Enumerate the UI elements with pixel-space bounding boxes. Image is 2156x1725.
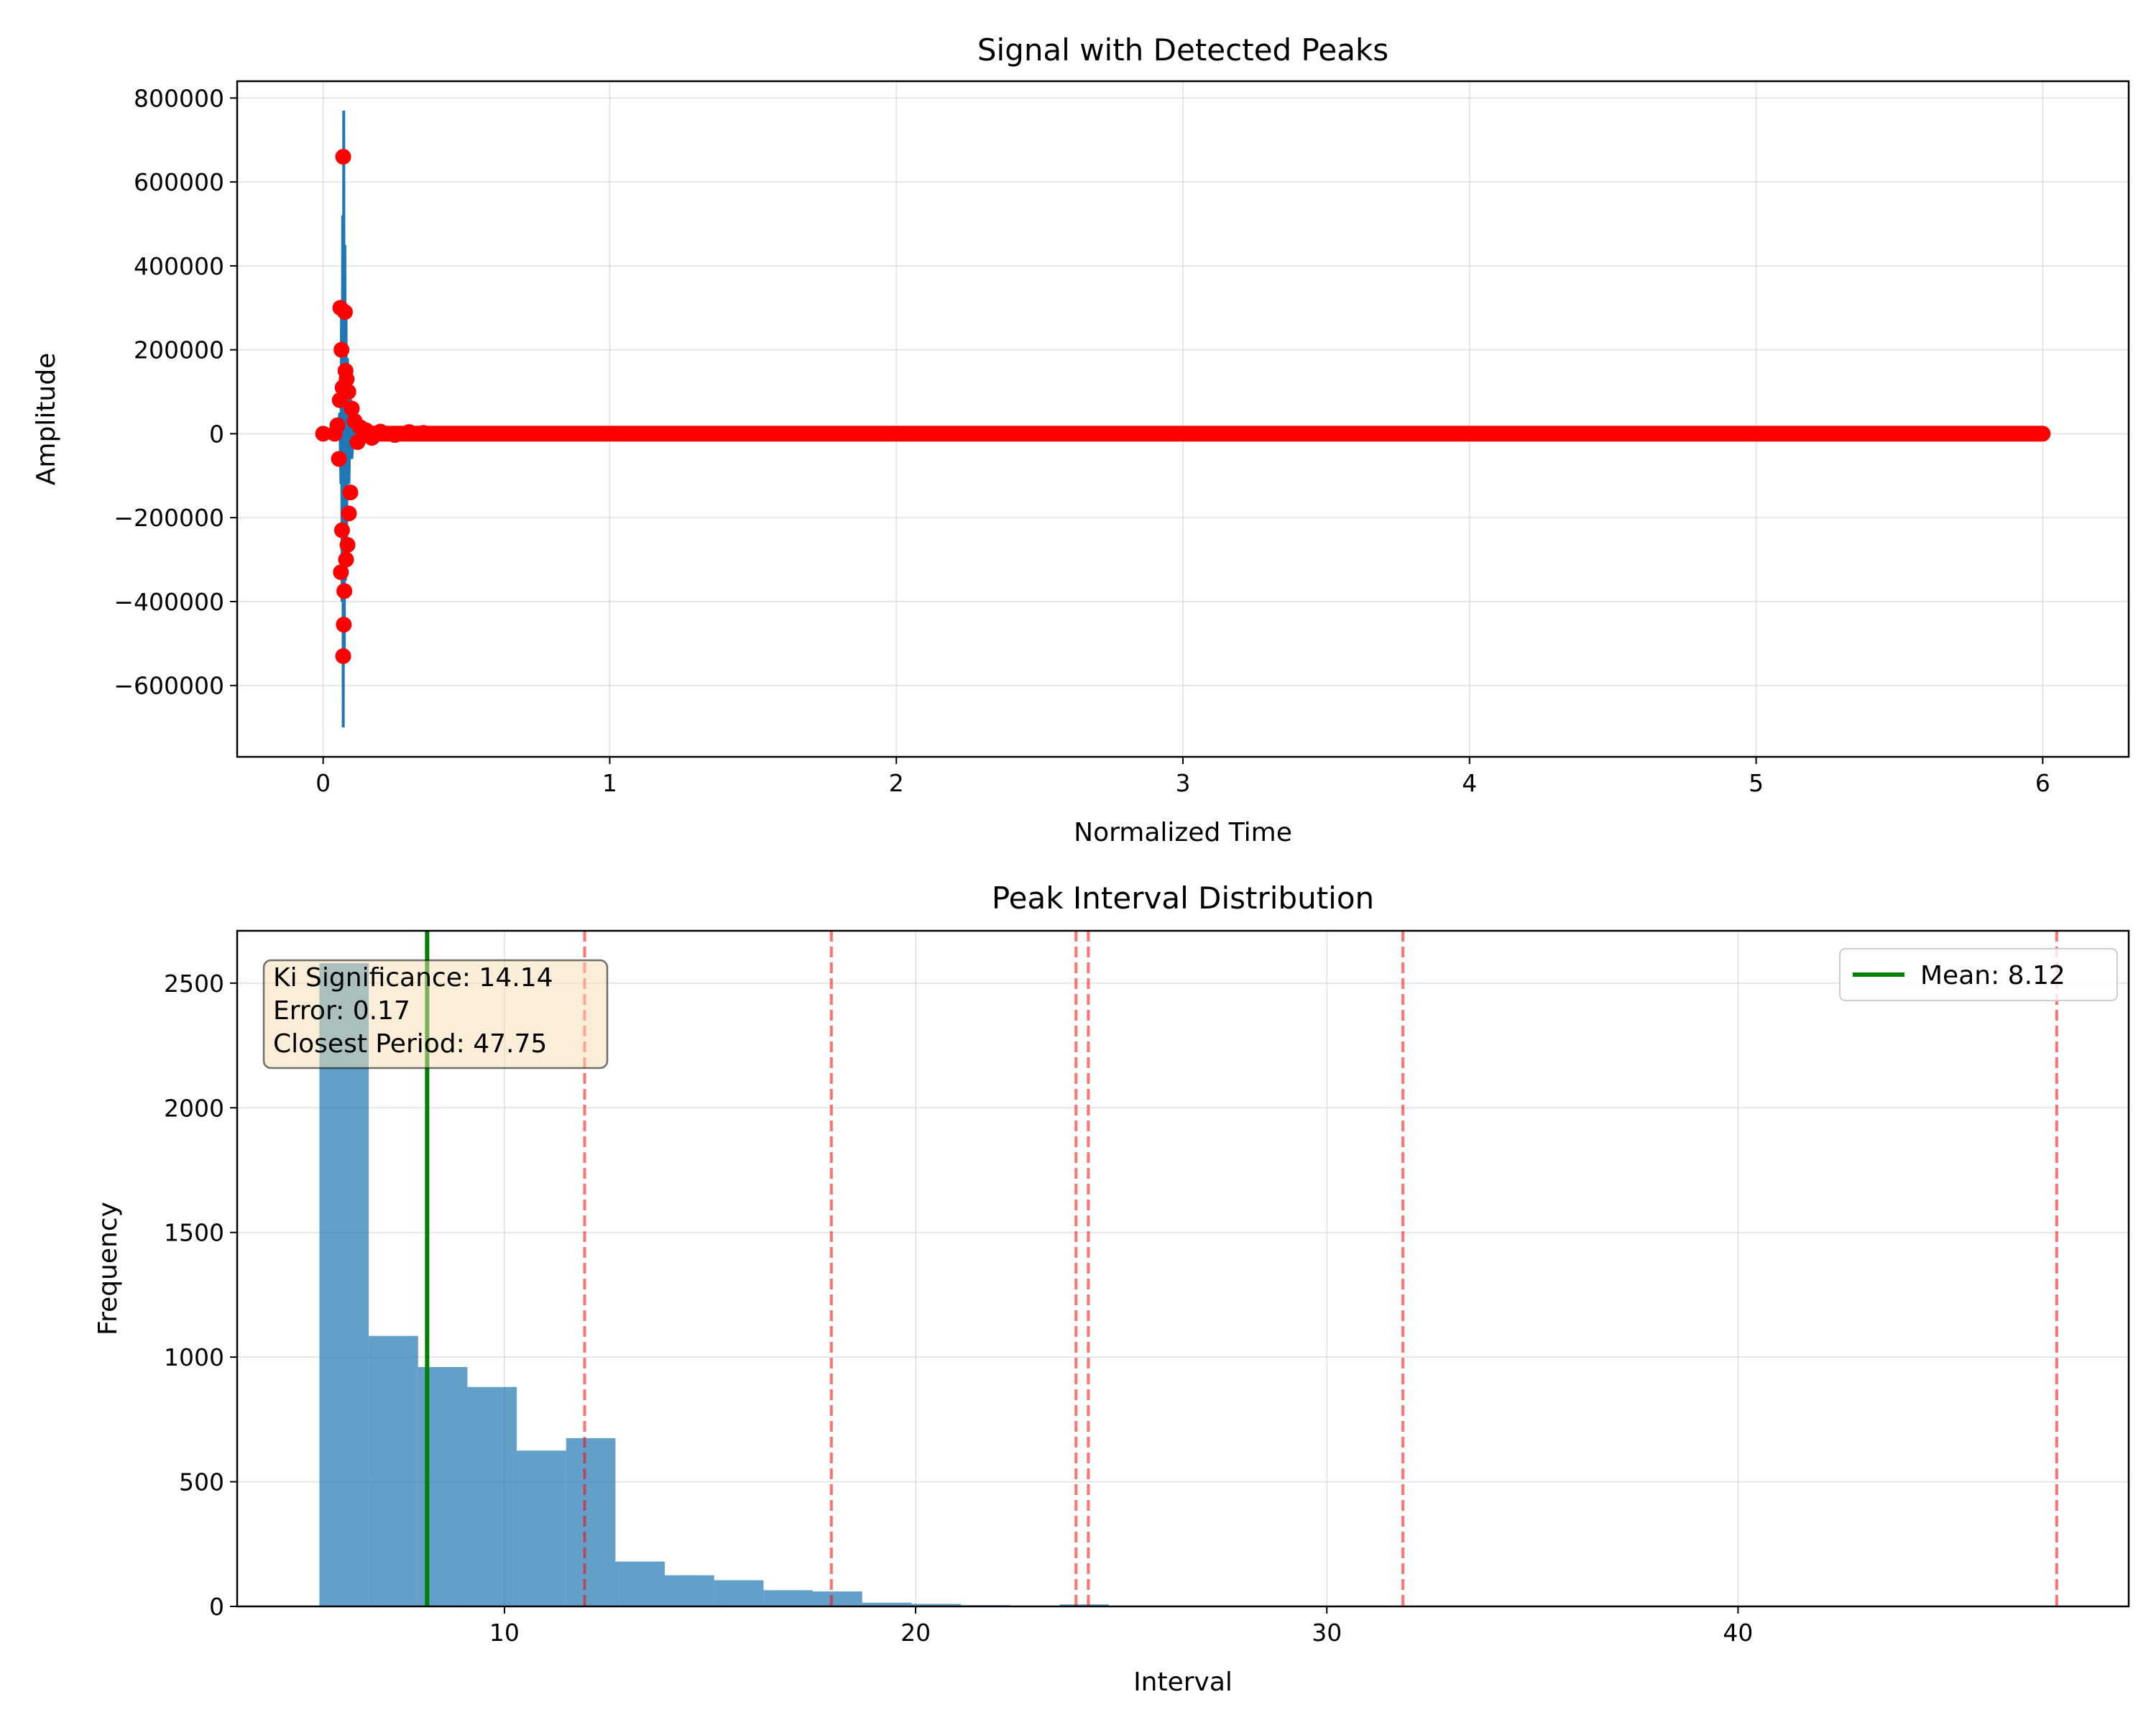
peak-marker [415, 425, 432, 441]
legend-mean-label: Mean: 8.12 [1920, 961, 2065, 990]
signal-chart-y-label: Amplitude [32, 353, 61, 485]
histogram-bar [665, 1575, 714, 1606]
signal-chart-x-tick-label: 6 [2035, 769, 2050, 797]
signal-chart-y-tick-label: 0 [209, 420, 224, 448]
signal-chart-y-tick-label: 600000 [134, 168, 224, 196]
peak-marker [387, 427, 403, 443]
histogram-bar [517, 1450, 566, 1606]
interval-chart-y-tick-label: 500 [179, 1468, 224, 1496]
peak-marker [342, 484, 359, 501]
signal-chart-plot-area [315, 110, 2051, 728]
signal-chart-x-tick-label: 3 [1176, 769, 1191, 797]
interval-chart-x-tick-label: 10 [489, 1619, 520, 1647]
signal-chart-x-tick-label: 4 [1462, 769, 1477, 797]
peak-marker [349, 434, 366, 451]
interval-chart: Peak Interval Distribution 10 20 30 40 0 500… [93, 880, 2130, 1697]
peak-marker [333, 522, 350, 538]
signal-chart-x-label: Normalized Time [1074, 818, 1292, 847]
peak-marker [338, 551, 354, 568]
stats-box-background [262, 959, 609, 1070]
interval-chart-x-label: Interval [1133, 1668, 1233, 1697]
legend-frame [1839, 948, 2118, 1001]
interval-chart-x-tick-label: 30 [1312, 1619, 1342, 1647]
peak-marker [336, 304, 353, 321]
peak-marker [336, 617, 352, 633]
peak-marker [331, 451, 347, 467]
interval-chart-y-tick-label: 1500 [164, 1219, 224, 1247]
histogram-bar [911, 1604, 962, 1606]
signal-chart-y-tick-label: 400000 [134, 252, 224, 280]
histogram-bar [813, 1591, 862, 1606]
peak-marker [372, 423, 389, 440]
interval-chart-frame [236, 929, 2130, 1608]
interval-chart-x-ticks: 10 20 30 40 [489, 1606, 1753, 1647]
peak-marker [335, 648, 351, 664]
peak-marker [333, 341, 350, 358]
signal-chart-title: Signal with Detected Peaks [977, 32, 1388, 68]
histogram-bar [615, 1561, 665, 1606]
peak-marker [335, 149, 351, 165]
signal-chart-y-tick-label: 800000 [134, 84, 224, 112]
signal-chart-y-tick-label: 200000 [134, 336, 224, 364]
signal-chart-x-tick-label: 2 [889, 769, 904, 797]
signal-chart-y-tick-label: −200000 [114, 504, 224, 532]
peak-marker [340, 384, 356, 400]
signal-chart-y-tick-label: −600000 [114, 672, 224, 700]
interval-chart-y-tick-label: 1000 [164, 1343, 224, 1371]
interval-chart-y-label: Frequency [93, 1202, 123, 1335]
peak-marker [315, 426, 331, 442]
legend: Mean: 8.12 [1839, 948, 2118, 1001]
peak-marker [344, 400, 360, 417]
signal-chart-x-tick-label: 1 [602, 769, 617, 797]
interval-chart-y-ticks: 0 500 1000 1500 2000 2500 [164, 970, 237, 1621]
interval-chart-y-tick-label: 0 [209, 1593, 224, 1621]
histogram-bar [467, 1386, 517, 1606]
peak-marker [401, 424, 418, 441]
stats-box: Ki Significance: 14.14 Error: 0.17 Close… [262, 959, 609, 1070]
signal-chart-x-ticks: 0 1 2 3 4 5 6 [315, 757, 2050, 797]
peak-marker [329, 417, 346, 433]
histogram-bar [1059, 1604, 1110, 1606]
signal-chart-x-tick-label: 0 [315, 769, 331, 797]
peak-marker [336, 583, 353, 599]
histogram-bar [714, 1580, 764, 1606]
stats-closest-period: Closest Period: 47.75 [273, 1029, 547, 1059]
interval-chart-y-tick-label: 2000 [164, 1094, 224, 1122]
interval-chart-x-tick-label: 40 [1723, 1619, 1753, 1647]
histogram-bar [319, 963, 369, 1606]
interval-chart-title: Peak Interval Distribution [992, 880, 1374, 916]
histogram-bar [566, 1438, 616, 1606]
interval-chart-x-tick-label: 20 [900, 1619, 931, 1647]
histogram-bar [369, 1335, 418, 1606]
peak-marker [333, 564, 349, 581]
peak-marker [341, 505, 357, 522]
histogram-bar [862, 1602, 912, 1606]
peak-marker [338, 371, 355, 387]
histogram-bar [763, 1590, 814, 1606]
signal-chart-x-tick-label: 5 [1749, 769, 1764, 797]
stats-error: Error: 0.17 [273, 996, 410, 1026]
signal-chart: Signal with Detected Peaks 0 1 2 3 4 5 6 −6000… [32, 32, 2130, 847]
interval-chart-y-tick-label: 2500 [164, 970, 224, 998]
peak-marker [339, 537, 356, 553]
signal-chart-y-ticks: −600000 −400000 −200000 0 200000 400000 600000… [114, 84, 237, 700]
signal-chart-y-tick-label: −400000 [114, 588, 224, 616]
stats-ki-significance: Ki Significance: 14.14 [273, 963, 553, 993]
